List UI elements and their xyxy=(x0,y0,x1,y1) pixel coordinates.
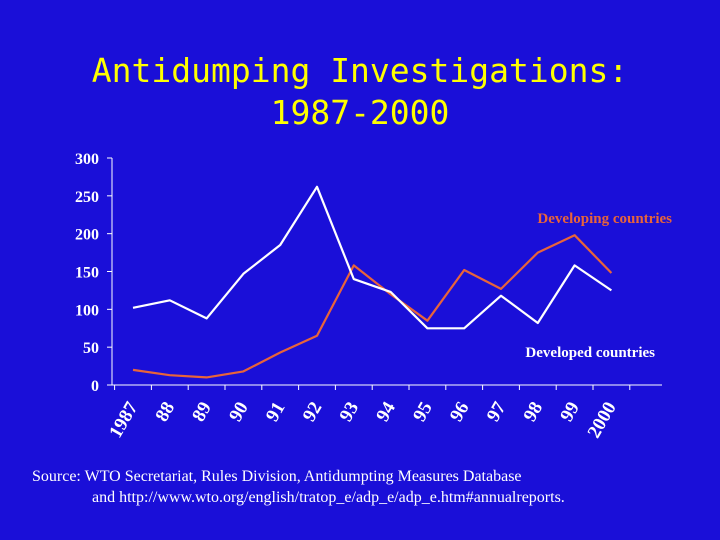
source-line-1: Source: WTO Secretariat, Rules Division,… xyxy=(32,468,522,485)
y-tick-label: 250 xyxy=(75,189,99,206)
x-tick-label: 94 xyxy=(372,398,400,425)
developed-countries-label: Developed countries xyxy=(525,345,655,361)
x-tick-label: 88 xyxy=(152,398,180,425)
y-tick-label: 150 xyxy=(75,265,99,282)
chart-series xyxy=(132,185,613,379)
developing-countries-label: Developing countries xyxy=(537,211,672,227)
source-note: Source: WTO Secretariat, Rules Division,… xyxy=(32,466,712,508)
x-tick-label: 95 xyxy=(409,398,437,425)
y-tick-label: 50 xyxy=(83,340,99,357)
x-tick-label: 98 xyxy=(520,398,548,425)
y-tick-label: 100 xyxy=(75,302,99,319)
x-tick-label: 93 xyxy=(336,398,364,425)
x-tick-label: 1987 xyxy=(105,398,142,442)
developing-countries-line xyxy=(132,234,613,379)
y-tick-label: 0 xyxy=(91,378,99,395)
slide-title: Antidumping Investigations: 1987-2000 xyxy=(0,50,720,134)
chart-axes: 0 50 100 150 200 250 300 1987 88 89 90 91 92 93 94 95 96… xyxy=(75,151,662,442)
x-tick-label: 2000 xyxy=(584,398,621,441)
x-tick-label: 97 xyxy=(483,398,511,425)
x-tick-label: 91 xyxy=(262,398,290,425)
source-line-2: and http://www.wto.org/english/tratop_e/… xyxy=(92,489,565,506)
x-tick-label: 99 xyxy=(556,398,584,425)
x-tick-label: 89 xyxy=(188,398,216,425)
developed-countries-line xyxy=(132,185,613,330)
y-tick-label: 200 xyxy=(75,227,99,244)
x-tick-label: 96 xyxy=(446,398,474,425)
x-tick-label: 90 xyxy=(225,398,253,425)
title-line-2: 1987-2000 xyxy=(270,93,450,132)
title-line-1: Antidumping Investigations: xyxy=(91,51,629,90)
x-tick-label: 92 xyxy=(299,398,327,425)
y-tick-label: 300 xyxy=(75,151,99,168)
chart-series-labels: Developing countries Developed countries xyxy=(525,211,672,361)
